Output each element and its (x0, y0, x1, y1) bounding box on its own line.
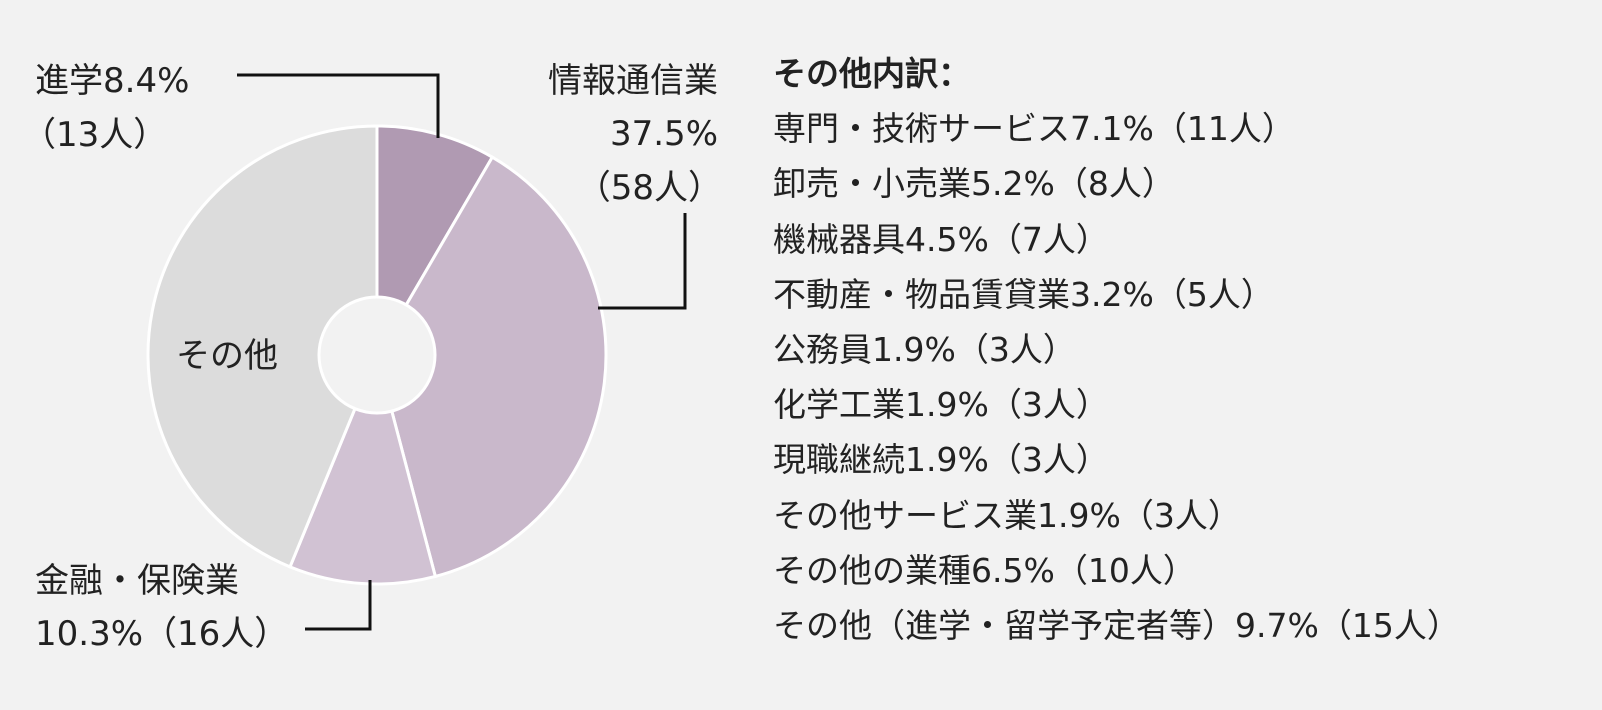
label-sonota: その他 (176, 336, 278, 376)
breakdown-item: 現職継続1.9%（3人） (773, 440, 1109, 480)
breakdown-item: 化学工業1.9%（3人） (773, 385, 1109, 425)
label-shingaku-line1: 進学8.4% (35, 61, 189, 101)
breakdown-item: その他サービス業1.9%（3人） (773, 495, 1241, 535)
breakdown-item: 不動産・物品賃貸業3.2%（5人） (773, 274, 1274, 314)
label-joho-line3: （58人） (577, 168, 722, 208)
leader-line-kinyu (305, 580, 372, 631)
breakdown-item: その他（進学・留学予定者等）9.7%（15人） (773, 606, 1460, 646)
breakdown-item: 公務員1.9%（3人） (773, 330, 1076, 370)
label-kinyu-line1: 金融・保険業 (35, 561, 239, 601)
slice-3 (146, 124, 379, 569)
breakdown-item: その他の業種6.5%（10人） (773, 550, 1196, 590)
label-joho-line1: 情報通信業 (548, 61, 718, 101)
breakdown-title: その他内訳： (773, 54, 971, 93)
leader-line-joho (598, 213, 687, 310)
breakdown-item: 卸売・小売業5.2%（8人） (773, 164, 1175, 204)
slice-1 (375, 155, 608, 579)
donut-hole (317, 295, 437, 415)
label-joho-line2: 37.5% (610, 114, 718, 154)
breakdown-list: その他内訳： 専門・技術サービス7.1%（11人） 卸売・小売業5.2%（8人）… (773, 46, 1460, 653)
breakdown-item: 専門・技術サービス7.1%（11人） (773, 109, 1295, 149)
slice-2 (288, 350, 438, 586)
breakdown-item: 機械器具4.5%（7人） (773, 219, 1109, 259)
label-kinyu-line2: 10.3%（16人） (35, 614, 288, 654)
leader-line-shingaku (237, 73, 440, 138)
label-shingaku-line2: （13人） (22, 115, 167, 155)
